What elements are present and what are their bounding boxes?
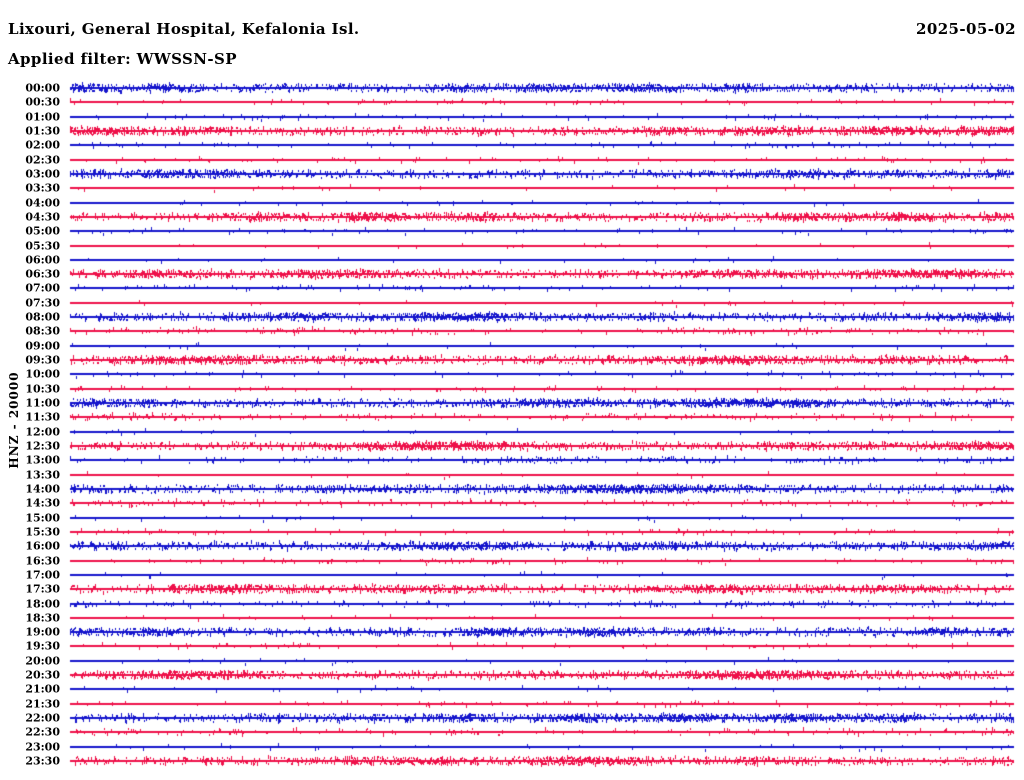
seismogram-traces-canvas <box>0 0 1024 780</box>
helicorder-page: Lixouri, General Hospital, Kefalonia Isl… <box>0 0 1024 780</box>
